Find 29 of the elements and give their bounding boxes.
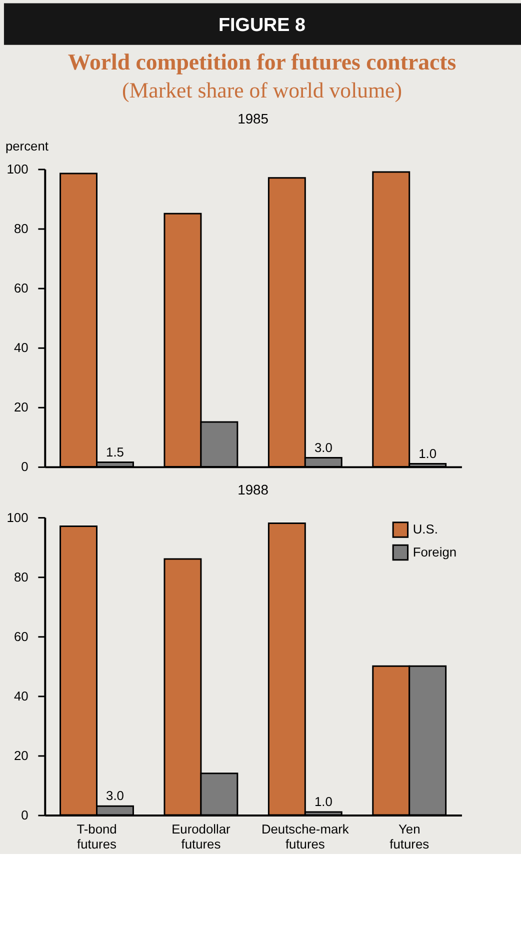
caption: FIGURE 8	[218, 14, 306, 36]
chart-title: 1988	[238, 481, 269, 498]
x-tick-label: Yen futures	[390, 821, 430, 852]
y-tick-label: 80	[14, 569, 28, 584]
text: (Market share of world volume)	[122, 78, 402, 103]
x-tick-label: Deutsche-mark futures	[261, 821, 350, 852]
y-tick-label: 40	[14, 688, 28, 704]
y-tick-label: 20	[14, 400, 28, 415]
data-label: 3.0	[314, 440, 332, 455]
legend-label: U.S.	[412, 522, 438, 537]
y-tick-label: 60	[14, 280, 28, 296]
y-tick-label: 20	[14, 748, 28, 763]
legend-label: Foreign	[412, 544, 457, 560]
chart-title: 1985	[238, 110, 269, 126]
y-axis-title: percent	[5, 138, 49, 154]
y-tick-label: 100	[6, 510, 28, 525]
x-tick-label: Eurodollar futures	[172, 821, 232, 852]
text: World competition for futures contracts	[68, 50, 456, 75]
data-label: 1.5	[106, 444, 124, 460]
y-tick-label: 0	[21, 807, 28, 822]
y-tick-label: 80	[14, 220, 28, 236]
y-tick-label: 100	[6, 161, 28, 176]
data-label: 1.0	[314, 794, 332, 810]
y-tick-label: 60	[14, 628, 28, 644]
y-tick-label: 40	[14, 340, 28, 356]
data-label: 3.0	[106, 788, 124, 804]
data-label: 1.0	[418, 446, 437, 461]
x-tick-label: T-bond futures	[76, 821, 117, 852]
y-tick-label: 0	[21, 459, 28, 474]
